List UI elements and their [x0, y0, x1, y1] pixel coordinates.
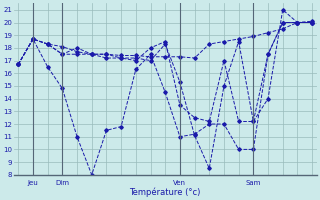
- X-axis label: Température (°c): Température (°c): [130, 187, 201, 197]
